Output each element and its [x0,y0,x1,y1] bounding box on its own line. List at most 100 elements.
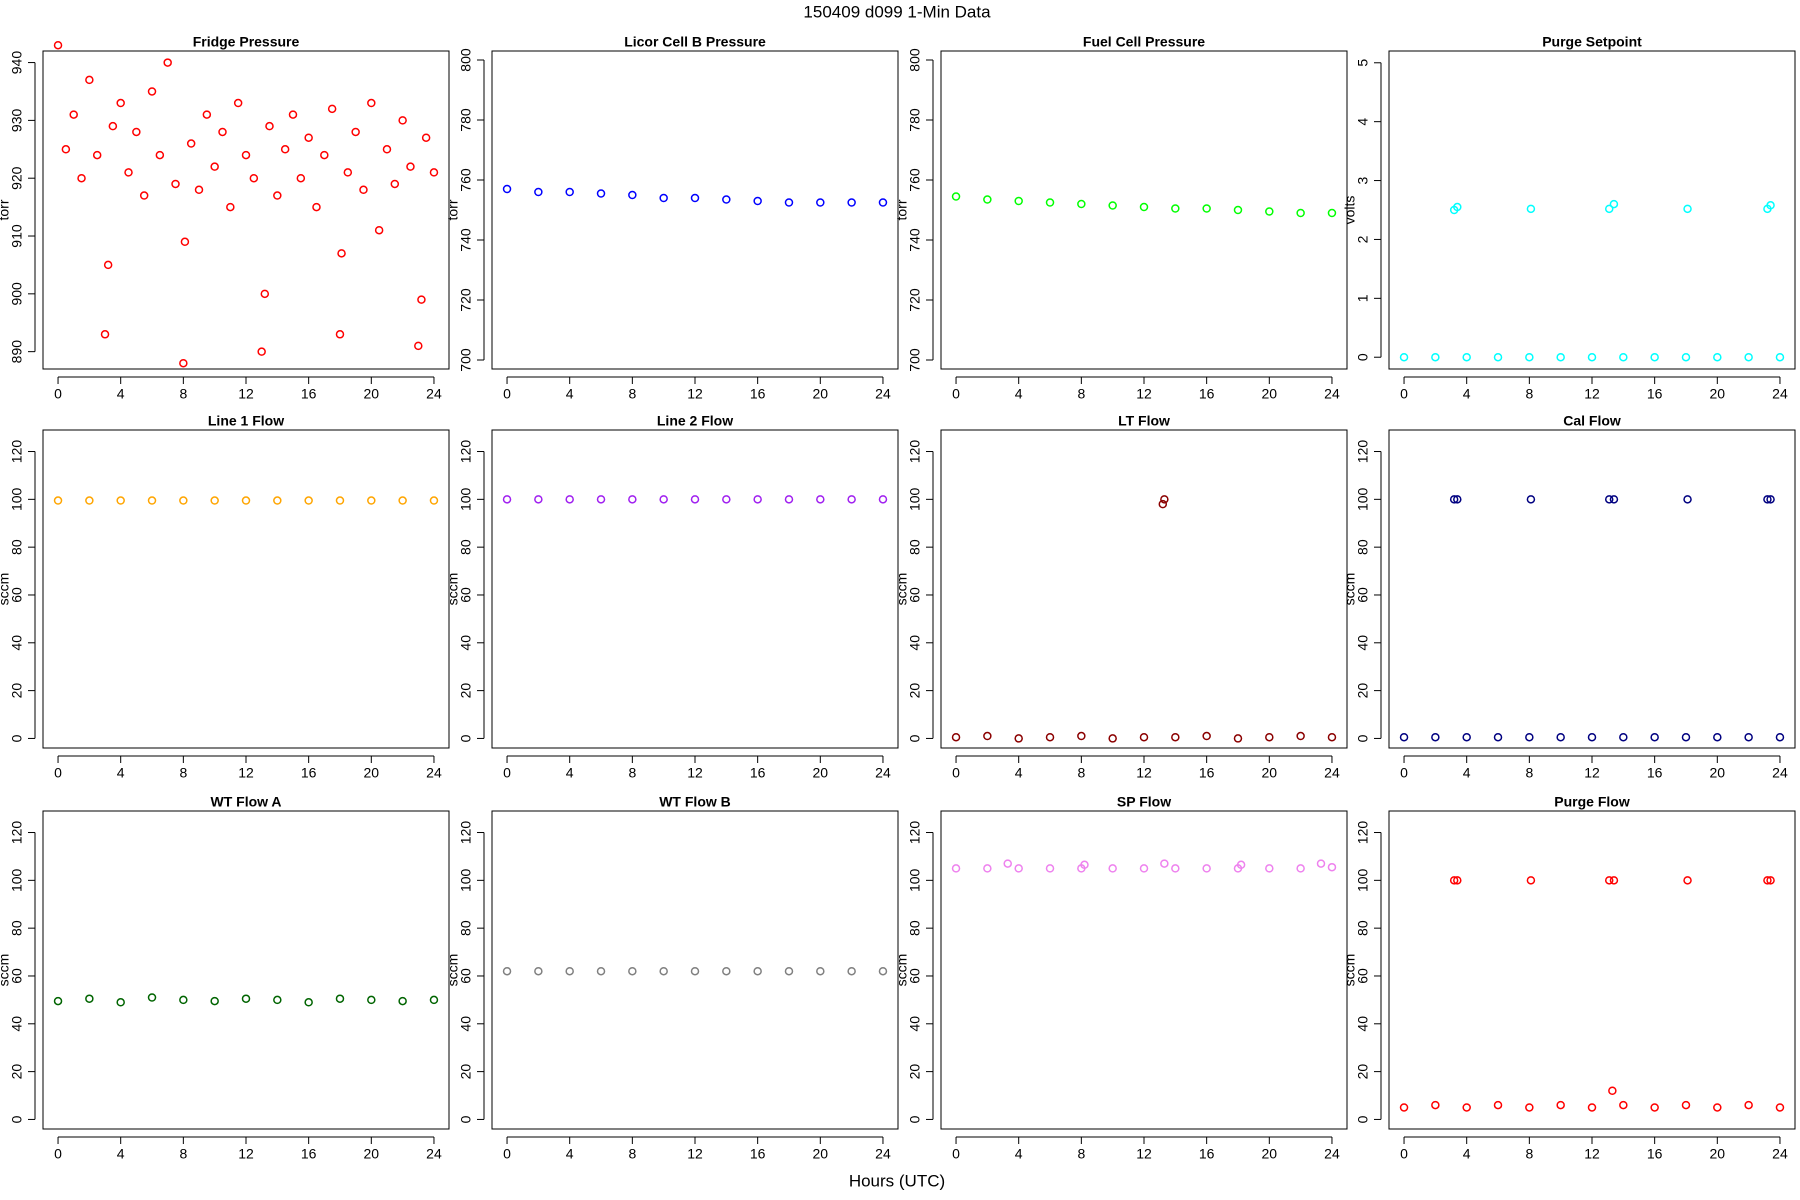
point [1449,495,1459,504]
x-tick-label: 4 [566,1146,574,1162]
point [1587,732,1597,742]
y-tick-label: 740 [907,228,923,252]
point [1556,352,1565,362]
point [690,193,700,203]
point [534,495,543,504]
y-tick-label: 720 [458,288,474,312]
point [417,295,426,304]
point [753,495,762,504]
y-tick-label: 700 [907,348,923,372]
x-tick-label: 0 [54,765,62,781]
point [1077,199,1086,209]
y-tick-label: 80 [1355,920,1371,936]
point [878,966,888,976]
x-tick-label: 24 [1324,1146,1340,1162]
panel-title: Fridge Pressure [193,34,300,50]
x-tick-label: 4 [1015,765,1023,781]
point [1265,864,1274,873]
x-tick-label: 16 [750,765,766,781]
point [194,185,204,195]
y-tick-label: 720 [907,288,923,312]
point [53,40,63,50]
point [690,495,700,504]
point [335,330,345,339]
point [534,966,543,976]
point [186,139,196,148]
x-tick-label: 16 [301,765,317,781]
point [406,162,415,171]
point [163,58,172,67]
x-tick-label: 24 [1772,386,1788,402]
y-tick-label: 780 [458,108,474,132]
point [296,173,306,183]
x-tick-label: 4 [1463,386,1471,402]
point [1493,732,1503,742]
point [1431,732,1440,742]
x-tick-label: 24 [1772,1146,1788,1162]
point [69,110,78,119]
point [1609,495,1619,504]
point [210,496,219,505]
y-tick-label: 890 [9,340,25,364]
x-tick-label: 24 [426,386,442,402]
x-tick-label: 8 [1077,1146,1085,1162]
point [1683,495,1692,504]
plot-frame [42,429,450,749]
point [690,966,700,976]
y-tick-label: 40 [458,1016,474,1032]
point [1431,1100,1440,1110]
point [1604,204,1614,214]
point [1236,860,1246,870]
y-axis-label: sccm [894,573,910,606]
y-tick-label: 20 [458,1064,474,1080]
point [1045,864,1055,873]
panel-title: WT Flow B [659,794,731,810]
x-tick-label: 4 [566,386,574,402]
y-tick-label: 60 [907,587,923,603]
point [265,121,274,131]
point [1619,1100,1628,1110]
point [1526,876,1536,885]
y-tick-label: 60 [9,587,25,603]
x-tick-label: 8 [1525,765,1533,781]
point [1775,732,1785,742]
x-tick-label: 0 [952,1146,960,1162]
point [335,496,345,505]
point [398,996,407,1006]
y-tick-label: 60 [1355,587,1371,603]
point [139,191,149,200]
x-tick-label: 8 [1077,765,1085,781]
point [1327,208,1337,218]
point [335,994,345,1003]
point [210,996,219,1006]
point [233,98,243,108]
x-tick-label: 24 [875,1146,891,1162]
point [1014,196,1023,206]
point [260,289,270,299]
point [951,192,961,201]
point [502,966,512,976]
y-tick-label: 20 [9,1064,25,1080]
x-tick-label: 24 [1324,765,1340,781]
point [753,196,762,206]
y-axis-label: sccm [0,573,12,606]
x-tick-label: 20 [1710,765,1726,781]
point [304,998,313,1007]
x-tick-label: 12 [687,765,703,781]
point [1265,207,1274,216]
point [367,496,376,505]
point [179,496,188,505]
x-tick-label: 12 [1136,386,1152,402]
point [100,330,110,339]
y-tick-label: 80 [458,920,474,936]
panel-title: Line 1 Flow [208,413,284,429]
x-tick-label: 12 [1136,1146,1152,1162]
point [280,145,290,154]
x-tick-label: 4 [117,765,125,781]
y-tick-label: 910 [9,224,25,248]
x-tick-label: 8 [179,765,187,781]
y-tick-label: 740 [458,228,474,252]
x-tick-label: 16 [1199,765,1215,781]
x-tick-label: 20 [1710,1146,1726,1162]
point [951,864,961,873]
